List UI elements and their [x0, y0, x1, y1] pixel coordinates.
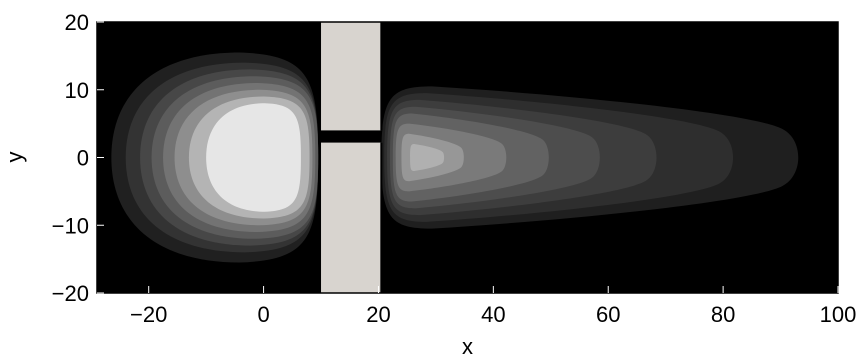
- x-axis-label: x: [462, 334, 473, 358]
- wall-layer: [321, 22, 383, 293]
- wall-lower: [321, 142, 382, 293]
- left-contour-level: [206, 103, 301, 212]
- y-tick-label: −10: [52, 213, 89, 238]
- x-tick-label: 80: [711, 302, 735, 327]
- x-tick-label: 100: [820, 302, 857, 327]
- x-tick-label: 0: [257, 302, 269, 327]
- y-axis-label: y: [2, 152, 27, 163]
- x-axis-ticks: −20 0 20 40 60 80 100: [130, 286, 856, 327]
- x-tick-label: −20: [130, 302, 167, 327]
- contour-layer: [111, 52, 799, 263]
- y-tick-label: 10: [65, 78, 89, 103]
- x-tick-label: 40: [481, 302, 505, 327]
- y-tick-label: 0: [77, 146, 89, 171]
- y-tick-label: −20: [52, 281, 89, 306]
- right-contour-level: [410, 143, 445, 172]
- y-tick-label: 20: [65, 10, 89, 35]
- x-tick-label: 20: [366, 302, 390, 327]
- x-tick-label: 60: [596, 302, 620, 327]
- wall-upper: [321, 22, 382, 131]
- y-axis-ticks: −20 −10 0 10 20: [52, 10, 104, 306]
